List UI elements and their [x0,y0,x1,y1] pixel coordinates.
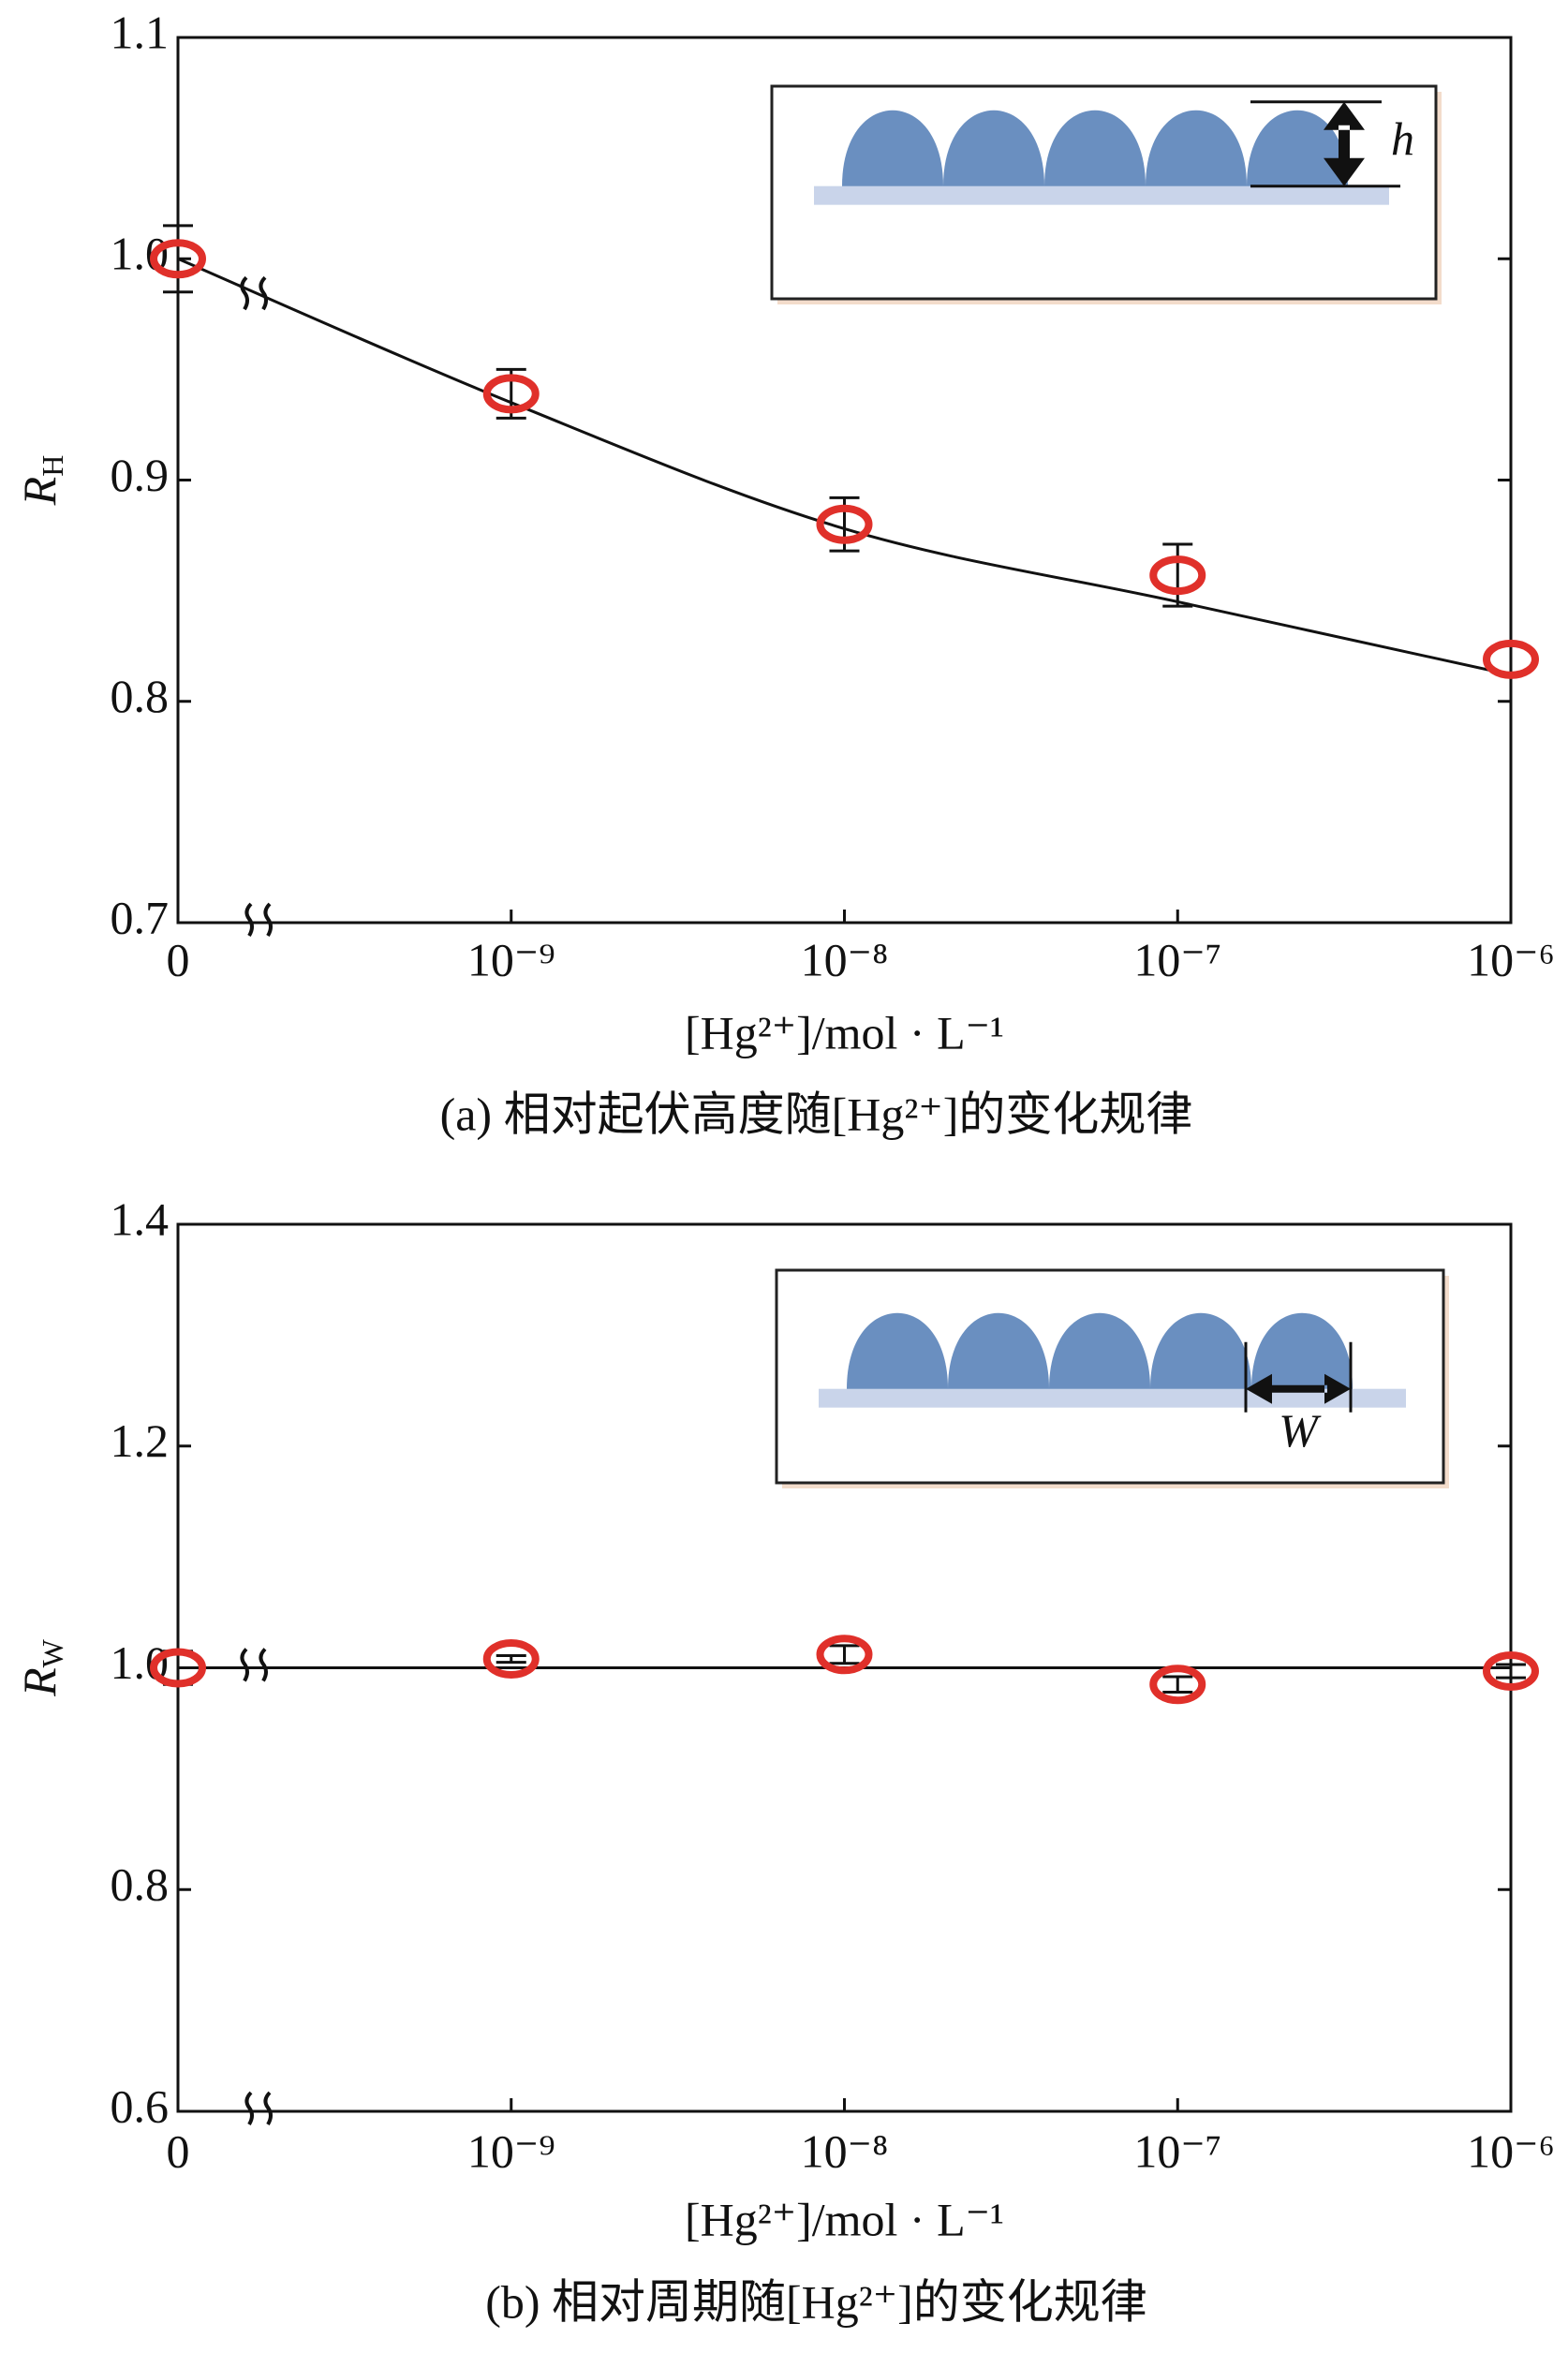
x-axis-label: [Hg²⁺]/mol · L⁻¹ [685,1006,1004,1058]
y-axis-label-main: R [13,477,66,507]
caption: (a) 相对起伏高度随[Hg²⁺]的变化规律 [440,1088,1193,1140]
x-tick-label: 10⁻⁸ [801,933,889,985]
dim-arrow [1246,1373,1351,1404]
y-axis-label-sub: H [36,455,69,477]
y-tick-label: 0.8 [111,670,170,722]
error-bar [829,1644,860,1665]
error-bar [1496,1663,1526,1680]
data-point [1483,1651,1539,1692]
y-tick-label: 1.1 [111,6,170,58]
data-point [816,504,873,544]
data-point [816,1635,873,1675]
axis-break [240,275,268,311]
caption: (b) 相对周期随[Hg²⁺]的变化规律 [485,2275,1147,2328]
substrate [814,185,1389,205]
y-tick-label: 0.7 [111,891,170,943]
x-axis-label: [Hg²⁺]/mol · L⁻¹ [685,2193,1004,2245]
hump [943,110,1044,186]
hump [847,1312,948,1389]
error-bar [1162,1675,1193,1694]
x-tick-label: 10⁻⁸ [801,2124,889,2177]
hump [1146,110,1247,186]
error-bar [1162,542,1193,608]
axis-break [240,1648,268,1682]
x-tick-label: 10⁻⁷ [1133,933,1221,985]
y-axis-label: RW [13,1638,69,1697]
x-tick-label: 0 [167,2124,190,2177]
data-point [1483,639,1539,679]
y-axis-label-main: R [13,1667,66,1697]
fit-line [177,257,1512,676]
axis-break [244,2091,273,2126]
hump [1247,110,1348,186]
inset-label: W [1279,1404,1322,1457]
data-point [482,1639,540,1680]
hump [1251,1312,1353,1389]
y-tick-label: 0.6 [111,2079,170,2132]
data-point [150,1648,206,1688]
error-bar [163,224,193,294]
y-axis-label-sub: W [36,1638,69,1667]
data-point [482,374,540,414]
x-tick-label: 10⁻⁹ [467,2124,555,2177]
y-tick-label: 0.9 [111,449,170,501]
x-tick-label: 10⁻⁶ [1467,2124,1555,2177]
hump [1150,1312,1251,1389]
x-tick-label: 10⁻⁹ [467,933,555,985]
hump [842,110,943,186]
dim-arrow [1324,101,1365,186]
x-tick-label: 10⁻⁶ [1467,933,1555,985]
data-point [150,239,206,279]
data-point [1149,1665,1206,1705]
y-axis-label: RH [13,455,69,507]
hump [1044,110,1146,186]
y-tick-label: 1.4 [111,1192,170,1245]
inset-label: h [1391,112,1414,165]
y-tick-label: 0.8 [111,1858,170,1911]
error-bar [496,1653,526,1665]
axis-break [244,902,273,938]
hump [1049,1312,1150,1389]
data-point [1149,555,1206,596]
y-tick-label: 1.2 [111,1414,170,1467]
hump [948,1312,1049,1389]
x-tick-label: 0 [167,933,190,985]
x-tick-label: 10⁻⁷ [1133,2124,1221,2177]
